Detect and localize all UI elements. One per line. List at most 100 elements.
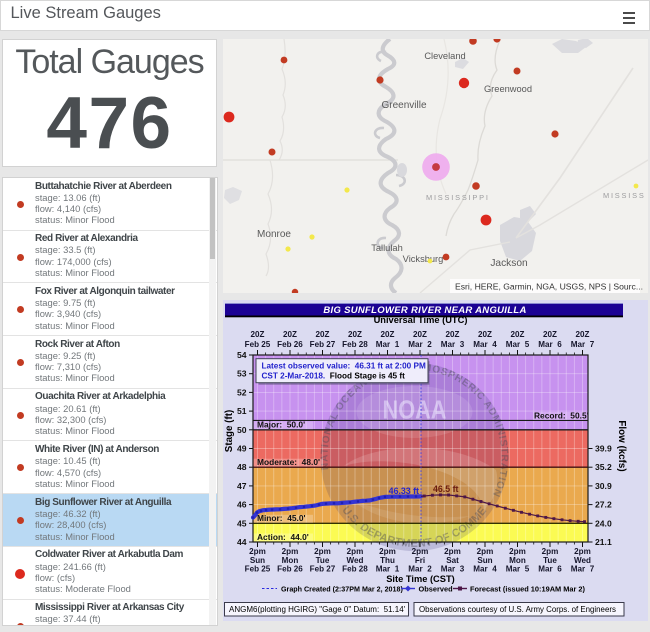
svg-text:20Z: 20Z	[251, 330, 265, 339]
svg-text:44: 44	[237, 537, 247, 547]
svg-text:2pm: 2pm	[444, 547, 461, 556]
svg-text:48: 48	[237, 462, 247, 472]
svg-text:2pm: 2pm	[509, 547, 526, 556]
svg-text:Mar 6: Mar 6	[538, 565, 562, 574]
svg-text:Mar 2: Mar 2	[408, 565, 432, 574]
svg-text:Feb 26: Feb 26	[277, 565, 303, 574]
svg-text:Mon: Mon	[509, 556, 526, 565]
svg-text:47: 47	[237, 481, 247, 491]
svg-text:20Z: 20Z	[543, 330, 557, 339]
svg-text:Universal Time (UTC): Universal Time (UTC)	[374, 315, 468, 325]
svg-text:Esri, HERE, Garmin, NGA, USGS,: Esri, HERE, Garmin, NGA, USGS, NPS | Sou…	[455, 282, 643, 292]
svg-text:2pm: 2pm	[379, 547, 396, 556]
svg-text:2pm: 2pm	[314, 547, 331, 556]
svg-text:53: 53	[237, 369, 247, 379]
svg-text:Stage (ft): Stage (ft)	[224, 410, 235, 452]
svg-text:20Z: 20Z	[511, 330, 525, 339]
svg-text:46: 46	[237, 500, 247, 510]
svg-text:Latest observed value: 46.31: Latest observed value: 46.31 ft at 2:00 …	[262, 361, 426, 370]
svg-text:Mar 6: Mar 6	[538, 340, 562, 349]
svg-text:27.2: 27.2	[595, 500, 612, 510]
svg-text:24.0: 24.0	[595, 518, 612, 528]
svg-text:Tue: Tue	[543, 556, 557, 565]
svg-text:Action: 44.0': Action: 44.0'	[257, 532, 309, 542]
svg-text:Minor: 45.0': Minor: 45.0'	[257, 513, 306, 523]
svg-text:51: 51	[237, 406, 247, 416]
svg-text:Mar 4: Mar 4	[473, 565, 497, 574]
svg-text:20Z: 20Z	[348, 330, 362, 339]
svg-text:Mar 1: Mar 1	[376, 565, 400, 574]
svg-text:Mar 4: Mar 4	[473, 340, 497, 349]
svg-text:21.1: 21.1	[595, 537, 612, 547]
svg-text:MISSISSIPPI: MISSISSIPPI	[426, 193, 490, 202]
svg-text:Mar 5: Mar 5	[506, 340, 530, 349]
svg-text:2pm: 2pm	[249, 547, 266, 556]
svg-text:45: 45	[237, 518, 247, 528]
svg-text:Cleveland: Cleveland	[424, 51, 465, 61]
svg-text:MISSISS: MISSISS	[603, 191, 646, 200]
svg-text:2pm: 2pm	[412, 547, 429, 556]
svg-text:46.5 ft: 46.5 ft	[433, 484, 458, 494]
svg-text:Sun: Sun	[250, 556, 265, 565]
svg-text:20Z: 20Z	[413, 330, 427, 339]
svg-text:Jackson: Jackson	[490, 258, 527, 269]
svg-text:CST 2-Mar-2018. Flood Stage i: CST 2-Mar-2018. Flood Stage is 45 ft	[262, 371, 406, 380]
svg-text:20Z: 20Z	[381, 330, 395, 339]
svg-text:Feb 27: Feb 27	[310, 565, 336, 574]
svg-text:46.33 ft: 46.33 ft	[389, 486, 419, 496]
svg-text:Mon: Mon	[282, 556, 299, 565]
svg-text:35.2: 35.2	[595, 462, 612, 472]
svg-text:2pm: 2pm	[477, 547, 494, 556]
svg-text:Fri: Fri	[415, 556, 425, 565]
svg-text:Mar 7: Mar 7	[571, 340, 595, 349]
svg-text:Wed: Wed	[347, 556, 364, 565]
svg-text:Mar 3: Mar 3	[441, 565, 465, 574]
svg-text:20Z: 20Z	[316, 330, 330, 339]
svg-text:Monroe: Monroe	[257, 229, 291, 240]
svg-text:2pm: 2pm	[574, 547, 591, 556]
svg-text:49: 49	[237, 444, 247, 454]
svg-text:Mar 5: Mar 5	[506, 565, 530, 574]
svg-text:Record: 50.5': Record: 50.5'	[534, 410, 589, 420]
svg-text:54: 54	[237, 350, 247, 360]
svg-text:Wed: Wed	[574, 556, 591, 565]
svg-text:Feb 28: Feb 28	[342, 340, 368, 349]
svg-text:Moderate: 48.0': Moderate: 48.0'	[257, 457, 320, 467]
svg-text:52: 52	[237, 387, 247, 397]
svg-text:Greenwood: Greenwood	[484, 84, 532, 94]
svg-text:2pm: 2pm	[542, 547, 559, 556]
svg-text:Feb 26: Feb 26	[277, 340, 303, 349]
svg-text:Vicksburg: Vicksburg	[403, 254, 444, 264]
svg-text:2pm: 2pm	[347, 547, 364, 556]
svg-text:Thu: Thu	[380, 556, 395, 565]
svg-text:Mar 2: Mar 2	[408, 340, 432, 349]
svg-text:Sun: Sun	[477, 556, 492, 565]
svg-text:Feb 25: Feb 25	[245, 565, 271, 574]
svg-text:Mar 3: Mar 3	[441, 340, 465, 349]
svg-text:20Z: 20Z	[576, 330, 590, 339]
svg-text:Tallulah: Tallulah	[371, 243, 403, 253]
svg-text:Observations courtesy of U.S.: Observations courtesy of U.S. Army Corps…	[419, 605, 616, 614]
svg-text:20Z: 20Z	[478, 330, 492, 339]
svg-text:Flow (kcfs): Flow (kcfs)	[616, 420, 627, 471]
svg-text:50: 50	[237, 425, 247, 435]
svg-text:Mar 1: Mar 1	[376, 340, 400, 349]
svg-text:Site Time (CST): Site Time (CST)	[386, 574, 455, 584]
svg-text:Sat: Sat	[446, 556, 459, 565]
svg-text:Greenville: Greenville	[381, 100, 426, 111]
svg-text:30.9: 30.9	[595, 481, 612, 491]
svg-text:NOAA: NOAA	[383, 395, 447, 425]
svg-text:Feb 28: Feb 28	[342, 565, 368, 574]
svg-text:BIG SUNFLOWER RIVER NEAR ANGUI: BIG SUNFLOWER RIVER NEAR ANGUILLA	[323, 305, 526, 316]
svg-text:Graph Created (2:37PM Mar 2, 2: Graph Created (2:37PM Mar 2, 2018)	[281, 586, 403, 594]
svg-text:ANGM6(plotting HGIRG) "Gage 0": ANGM6(plotting HGIRG) "Gage 0" Datum: 51…	[229, 605, 406, 614]
svg-text:Observed: Observed	[419, 585, 454, 594]
svg-text:39.9: 39.9	[595, 444, 612, 454]
svg-text:Major: 50.0': Major: 50.0'	[257, 420, 305, 430]
svg-text:20Z: 20Z	[283, 330, 297, 339]
svg-text:20Z: 20Z	[446, 330, 460, 339]
svg-text:Feb 25: Feb 25	[245, 340, 271, 349]
svg-text:Forecast (issued 10:19AM Mar 2: Forecast (issued 10:19AM Mar 2)	[470, 585, 586, 594]
svg-text:Tue: Tue	[316, 556, 330, 565]
svg-text:2pm: 2pm	[282, 547, 299, 556]
